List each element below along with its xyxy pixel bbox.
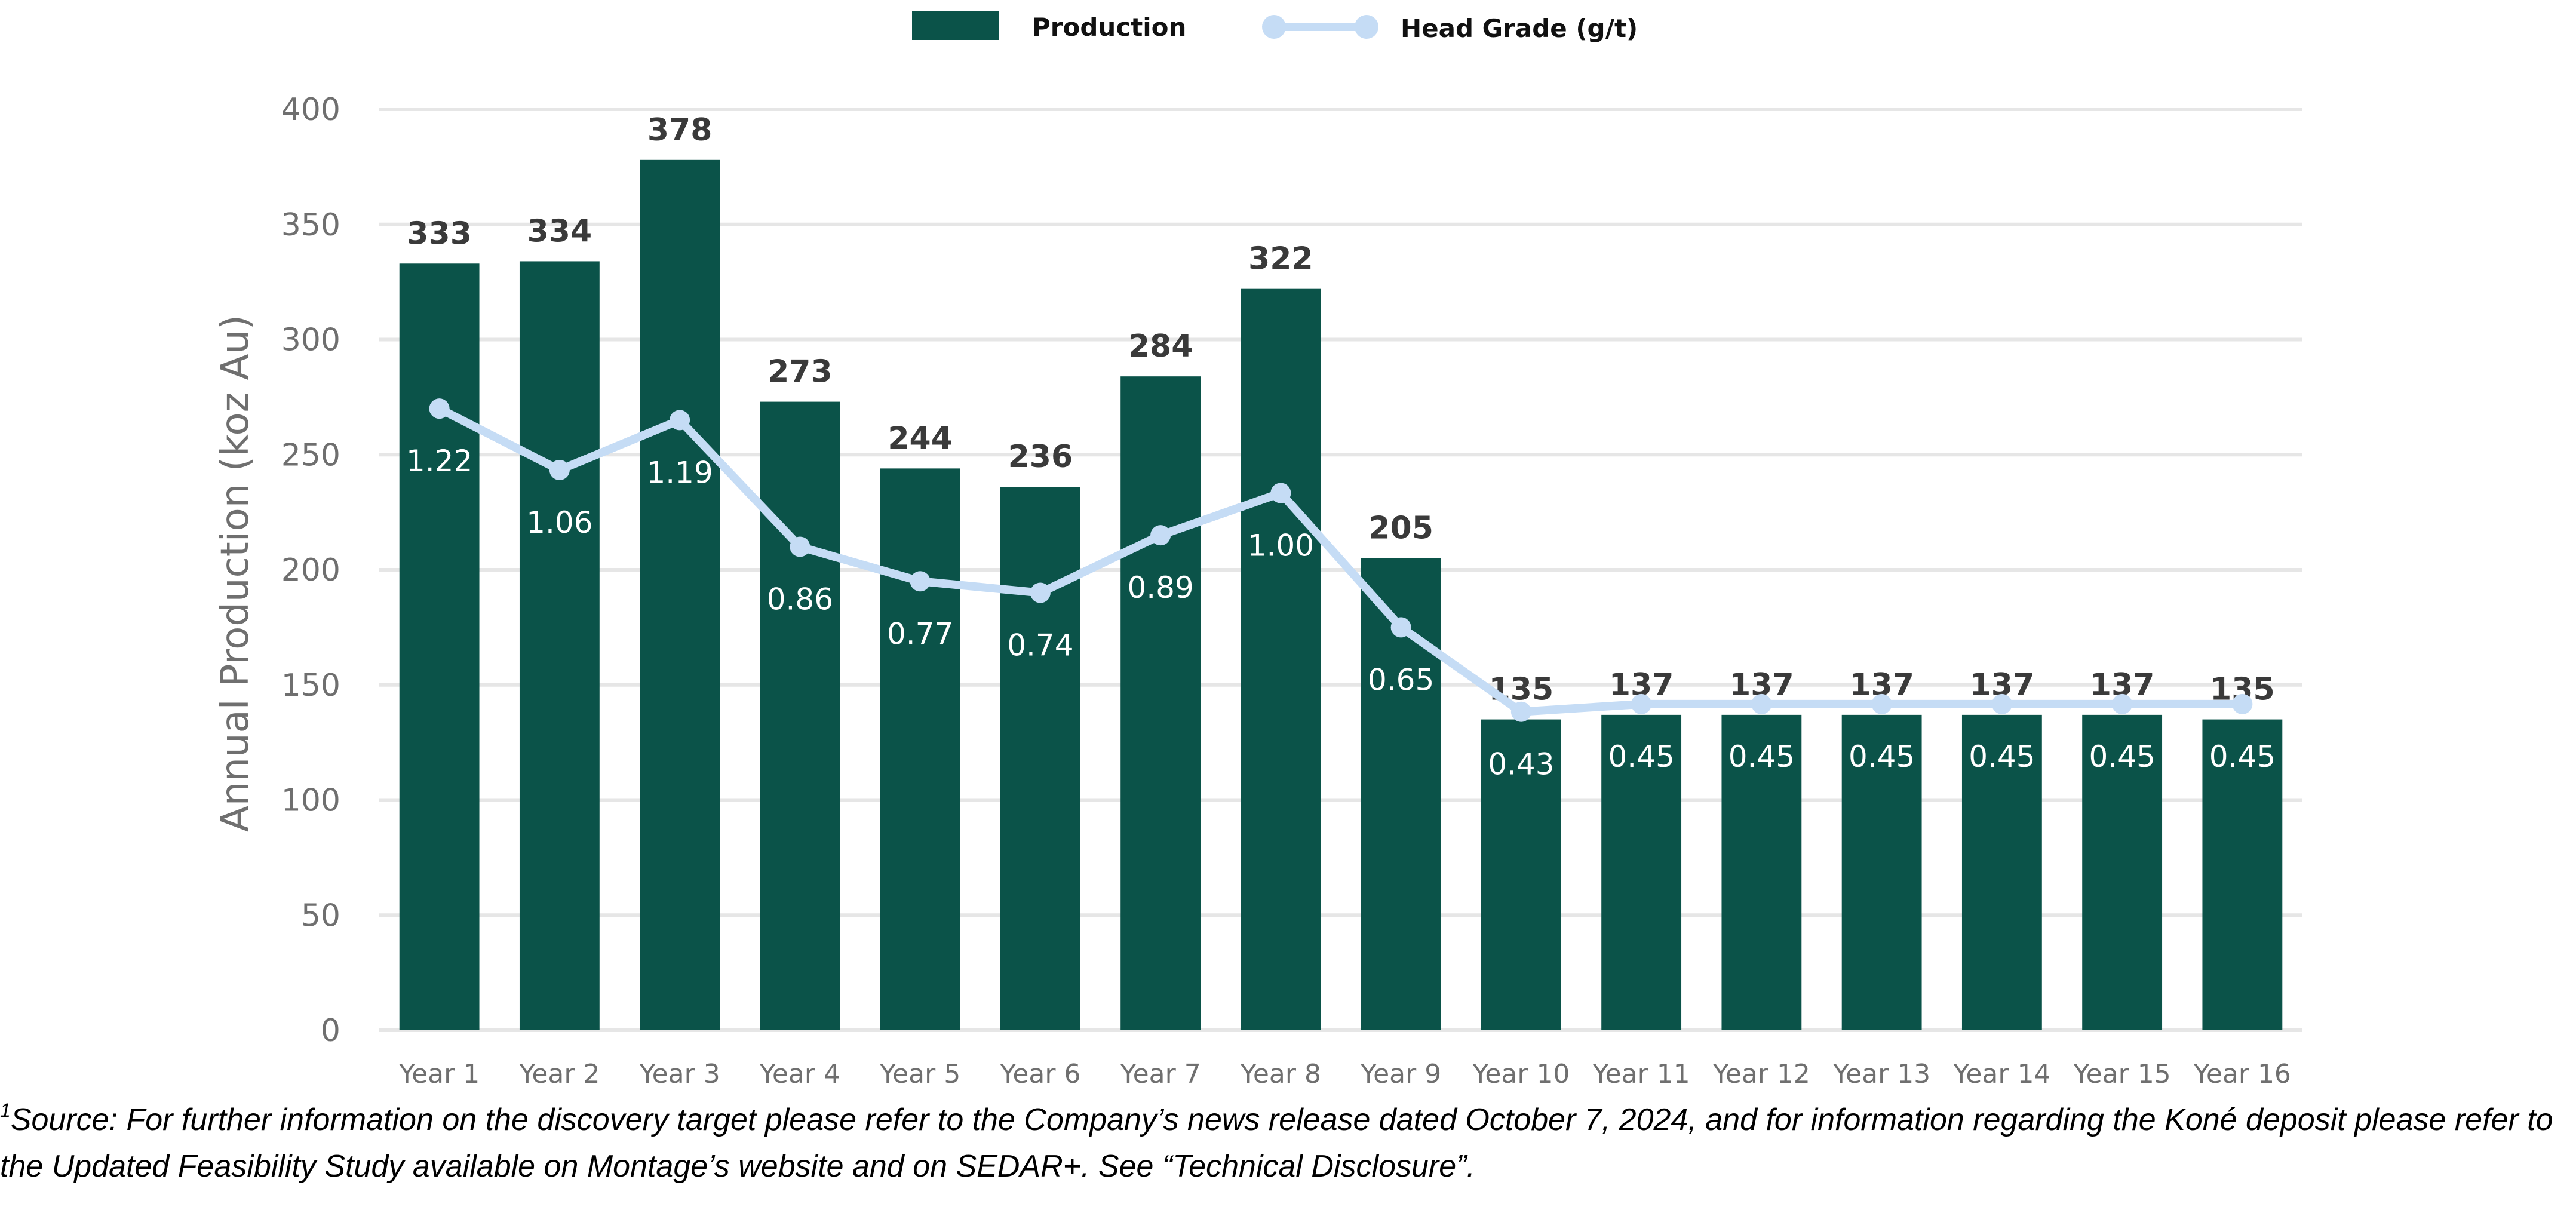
bar-5 <box>880 468 960 1030</box>
x-category-labels: Year 1 Year 2 Year 3 Year 4 Year 5 Year 6 Year… <box>398 1059 2291 1089</box>
head-grade-label-10: 0.43 <box>1488 747 1554 782</box>
head-grade-point-10 <box>1510 701 1531 722</box>
bar-8 <box>1241 288 1321 1031</box>
legend-swatch-production <box>912 11 999 40</box>
head-grade-label-15: 0.45 <box>2089 739 2155 774</box>
head-grade-label-13: 0.45 <box>1849 739 1915 774</box>
x-tick-13: Year 13 <box>1832 1059 1930 1089</box>
footnote-text: Source: For further information on the d… <box>0 1103 2553 1184</box>
legend-label-head-grade: Head Grade (g/t) <box>1401 14 1638 43</box>
legend-swatch-head-grade-marker-right <box>1355 15 1378 39</box>
x-tick-4: Year 4 <box>759 1059 840 1089</box>
head-grade-point-11 <box>1631 693 1652 714</box>
x-tick-8: Year 8 <box>1240 1059 1321 1089</box>
bar-label-7: 284 <box>1128 328 1193 364</box>
head-grade-point-2 <box>549 459 570 480</box>
legend: Production Head Grade (g/t) <box>912 11 1638 43</box>
x-tick-2: Year 2 <box>518 1059 600 1089</box>
y-tick-300: 300 <box>281 323 340 358</box>
bar-label-3: 378 <box>647 112 713 148</box>
head-grade-point-12 <box>1751 693 1772 714</box>
legend-label-production: Production <box>1032 13 1186 42</box>
bar-1 <box>399 263 480 1030</box>
y-tick-350: 350 <box>281 207 340 243</box>
head-grade-label-16: 0.45 <box>2209 739 2276 774</box>
x-tick-7: Year 7 <box>1120 1059 1201 1089</box>
x-tick-14: Year 14 <box>1952 1059 2050 1089</box>
bar-label-8: 322 <box>1248 241 1313 277</box>
head-grade-label-14: 0.45 <box>1969 739 2035 774</box>
x-tick-6: Year 6 <box>999 1059 1080 1089</box>
bar-label-1: 333 <box>407 216 472 251</box>
head-grade-point-16 <box>2232 693 2253 714</box>
bar-15 <box>2082 714 2163 1030</box>
x-tick-3: Year 3 <box>639 1059 720 1089</box>
y-tick-200: 200 <box>281 552 340 588</box>
bar-label-6: 236 <box>1008 439 1073 475</box>
head-grade-labels: 1.22 1.06 1.19 0.86 0.77 0.74 0.89 1.00 0.65 0.43… <box>406 444 2276 782</box>
footnote-marker: 1 <box>0 1100 11 1121</box>
x-tick-10: Year 10 <box>1472 1059 1570 1089</box>
head-grade-point-13 <box>1871 693 1892 714</box>
bar-label-2: 334 <box>527 213 592 249</box>
head-grade-point-6 <box>1030 582 1051 603</box>
y-tick-400: 400 <box>281 92 340 128</box>
bar-4 <box>760 401 840 1031</box>
x-tick-1: Year 1 <box>398 1059 480 1089</box>
head-grade-point-15 <box>2112 693 2133 714</box>
head-grade-label-4: 0.86 <box>767 582 833 616</box>
bar-16 <box>2202 719 2283 1030</box>
x-tick-15: Year 15 <box>2073 1059 2171 1089</box>
bar-14 <box>1961 714 2042 1030</box>
bar-6 <box>1000 487 1080 1030</box>
bar-label-5: 244 <box>888 420 953 456</box>
x-tick-16: Year 16 <box>2193 1059 2291 1089</box>
bar-11 <box>1601 714 1682 1030</box>
bar-label-4: 273 <box>767 354 833 390</box>
bar-10 <box>1481 719 1561 1030</box>
head-grade-point-9 <box>1390 617 1411 638</box>
head-grade-label-2: 1.06 <box>526 505 592 540</box>
production-bars <box>399 159 2283 1031</box>
y-axis-title: Annual Production (koz Au) <box>213 315 257 832</box>
head-grade-point-5 <box>910 571 931 592</box>
head-grade-label-9: 0.65 <box>1368 662 1434 697</box>
head-grade-label-11: 0.45 <box>1608 739 1674 774</box>
head-grade-point-8 <box>1270 483 1291 503</box>
bar-7 <box>1120 376 1201 1031</box>
head-grade-point-1 <box>429 398 450 419</box>
bar-label-9: 205 <box>1368 511 1433 546</box>
head-grade-label-3: 1.19 <box>646 455 713 490</box>
bar-3 <box>640 159 720 1030</box>
x-tick-5: Year 5 <box>879 1059 960 1089</box>
x-tick-11: Year 11 <box>1592 1059 1690 1089</box>
bar-13 <box>1841 714 1922 1030</box>
head-grade-polyline <box>435 404 2247 716</box>
bar-12 <box>1721 714 1802 1030</box>
head-grade-label-5: 0.77 <box>887 616 953 651</box>
source-footnote: 1Source: For further information on the … <box>0 1097 2576 1190</box>
head-grade-label-6: 0.74 <box>1007 628 1073 663</box>
head-grade-point-3 <box>670 410 690 431</box>
bar-2 <box>519 261 600 1031</box>
head-grade-label-1: 1.22 <box>406 444 472 478</box>
y-tick-labels: 0 50 100 150 200 250 300 350 400 <box>281 92 340 1049</box>
y-tick-50: 50 <box>301 898 340 934</box>
head-grade-point-14 <box>1991 693 2012 714</box>
y-tick-150: 150 <box>281 668 340 704</box>
head-grade-line <box>429 398 2253 722</box>
y-tick-250: 250 <box>281 437 340 473</box>
head-grade-label-8: 1.00 <box>1248 529 1314 563</box>
production-head-grade-chart: Production Head Grade (g/t) Annual Produ… <box>213 11 2302 1089</box>
head-grade-label-12: 0.45 <box>1728 739 1795 774</box>
head-grade-point-4 <box>790 536 810 557</box>
y-tick-100: 100 <box>281 783 340 819</box>
head-grade-label-7: 0.89 <box>1127 570 1193 605</box>
x-tick-12: Year 12 <box>1712 1059 1810 1089</box>
x-tick-9: Year 9 <box>1360 1059 1441 1089</box>
y-tick-0: 0 <box>321 1013 340 1049</box>
head-grade-point-7 <box>1150 525 1171 546</box>
legend-swatch-head-grade-marker-left <box>1262 15 1286 39</box>
